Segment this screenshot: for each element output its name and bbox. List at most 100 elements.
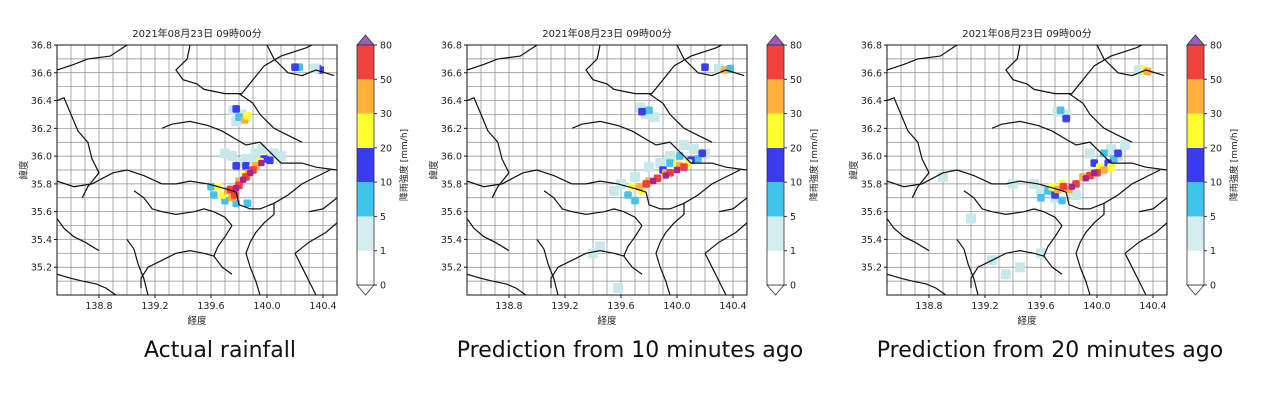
colorbar-tick-label: 0 bbox=[1210, 281, 1216, 292]
y-tick-label: 36.0 bbox=[441, 152, 462, 163]
rain-cell-cyan bbox=[1100, 149, 1108, 158]
boundary-line bbox=[1065, 192, 1105, 295]
rain-cell-cyan bbox=[624, 191, 632, 199]
boundary-line bbox=[970, 249, 1044, 289]
y-tick-label: 36.2 bbox=[441, 124, 462, 135]
colorbar-extend-high bbox=[1186, 34, 1205, 46]
rain-cell-cyan bbox=[1058, 196, 1066, 205]
boundary-line bbox=[1005, 45, 1143, 95]
rain-cell-light bbox=[613, 283, 624, 294]
caption-pred10: Prediction from 10 minutes ago bbox=[456, 338, 804, 363]
boundary-line bbox=[467, 218, 510, 252]
colorbar-band bbox=[1187, 113, 1204, 148]
y-axis-label: 緯度 bbox=[428, 160, 440, 180]
colorbar: 0 1 5 10 20 30 50 80 降雨強度 [mm/h] bbox=[766, 34, 820, 296]
colorbar-band bbox=[767, 216, 784, 251]
colorbar-tick-label: 1 bbox=[790, 246, 796, 257]
y-tick-label: 35.6 bbox=[31, 207, 52, 218]
rain-cell-orange bbox=[1143, 67, 1152, 76]
y-tick-label: 36.8 bbox=[441, 41, 462, 52]
boundary-line bbox=[140, 249, 214, 289]
rain-cell-light bbox=[688, 144, 699, 155]
panel-pred10: 2021年08月23日 09時00分 35.2 35.4 35.6 35.8 36.0 36… bbox=[425, 0, 835, 407]
rain-cell-light bbox=[630, 171, 640, 182]
rain-cell-light bbox=[1085, 148, 1095, 159]
boundary-line bbox=[543, 190, 643, 226]
colorbar: 0 1 5 10 20 30 50 80 降雨強度 [mm/h] bbox=[1186, 34, 1240, 296]
rain-cell-magenta bbox=[1082, 175, 1089, 182]
colorbar-frame bbox=[356, 44, 375, 286]
boundary-line bbox=[273, 169, 331, 204]
colorbar-band bbox=[357, 216, 374, 251]
y-tick-label: 36.6 bbox=[861, 68, 882, 79]
rain-cell-cyan bbox=[243, 199, 252, 208]
y-axis-label: 緯度 bbox=[848, 160, 860, 180]
map-title: 2021年08月23日 09時00分 bbox=[132, 27, 262, 40]
rain-cell-light bbox=[1071, 190, 1081, 200]
rain-cell-red bbox=[642, 180, 650, 188]
boundary-line bbox=[550, 249, 624, 289]
boundary-line bbox=[1103, 169, 1161, 204]
colorbar-band bbox=[1187, 79, 1204, 114]
x-axis-label: 経度 bbox=[187, 315, 207, 327]
boundary-line bbox=[648, 93, 713, 143]
rain-cell-magenta bbox=[233, 184, 240, 192]
y-tick-label: 35.2 bbox=[441, 263, 462, 274]
colorbar-tick-label: 20 bbox=[1210, 143, 1222, 154]
rain-cell-magenta bbox=[258, 159, 265, 167]
colorbar-extend-low bbox=[1186, 284, 1205, 296]
rain-cell-red bbox=[680, 163, 688, 172]
boundary-line bbox=[1124, 222, 1167, 254]
x-tick-label: 139.6 bbox=[197, 301, 224, 312]
colorbar-tick-label: 80 bbox=[380, 41, 392, 52]
map-pred20: 2021年08月23日 09時00分 35.2 35.4 35.6 35.8 36.0 36… bbox=[848, 27, 1240, 327]
x-tick-label: 140.0 bbox=[253, 301, 280, 312]
rain-cell-magenta bbox=[1091, 169, 1098, 176]
colorbar-tick-label: 10 bbox=[790, 178, 802, 189]
boundaries bbox=[57, 45, 337, 295]
rain-cell-cyan bbox=[1056, 106, 1065, 115]
boundary-line bbox=[676, 45, 745, 77]
colorbar-tick-label: 20 bbox=[380, 143, 392, 154]
rain-cell-blue bbox=[701, 63, 709, 72]
boundary-line bbox=[133, 190, 233, 226]
colorbar-tick-label: 1 bbox=[1210, 246, 1216, 257]
boundary-line bbox=[571, 120, 747, 171]
boundary-line bbox=[887, 97, 930, 199]
y-tick-label: 35.8 bbox=[441, 179, 462, 190]
rain-cell-magenta bbox=[240, 176, 247, 183]
rain-cell-cyan bbox=[631, 196, 639, 205]
boundary-line bbox=[238, 93, 303, 143]
boundary-line bbox=[467, 273, 527, 295]
colorbar-band bbox=[357, 79, 374, 114]
colorbar-band bbox=[357, 250, 374, 285]
boundaries bbox=[467, 45, 747, 295]
rain-cell-yellow bbox=[243, 112, 252, 120]
rain-cell-red bbox=[1059, 182, 1068, 191]
rain-cell-light bbox=[220, 148, 230, 159]
rain-cell-cyan bbox=[676, 152, 684, 160]
x-tick-label: 140.4 bbox=[719, 301, 746, 312]
x-tick-label: 138.8 bbox=[495, 301, 522, 312]
boundary-line bbox=[126, 239, 149, 295]
colorbar-band bbox=[767, 147, 784, 183]
gridlines bbox=[57, 45, 337, 295]
boundary-line bbox=[235, 192, 275, 295]
map-pred10: 2021年08月23日 09時00分 35.2 35.4 35.6 35.8 36.0 36… bbox=[428, 27, 820, 327]
rain-field bbox=[938, 65, 1152, 280]
boundary-line bbox=[308, 197, 337, 213]
x-tick-label: 139.2 bbox=[971, 301, 998, 312]
rain-cell-cyan bbox=[666, 159, 674, 167]
rain-cell-blue bbox=[1062, 114, 1070, 123]
boundary-line bbox=[57, 273, 117, 295]
boundaries bbox=[887, 45, 1167, 295]
plot-frame bbox=[886, 44, 1168, 296]
boundary-line bbox=[623, 225, 643, 275]
boundary-line bbox=[718, 197, 747, 213]
rain-cell-light bbox=[1008, 178, 1018, 189]
rain-cell-cyan bbox=[645, 106, 653, 115]
boundary-line bbox=[704, 222, 747, 254]
colorbar-band bbox=[767, 182, 784, 217]
boundary-line bbox=[57, 218, 100, 252]
boundary-line bbox=[704, 253, 727, 295]
